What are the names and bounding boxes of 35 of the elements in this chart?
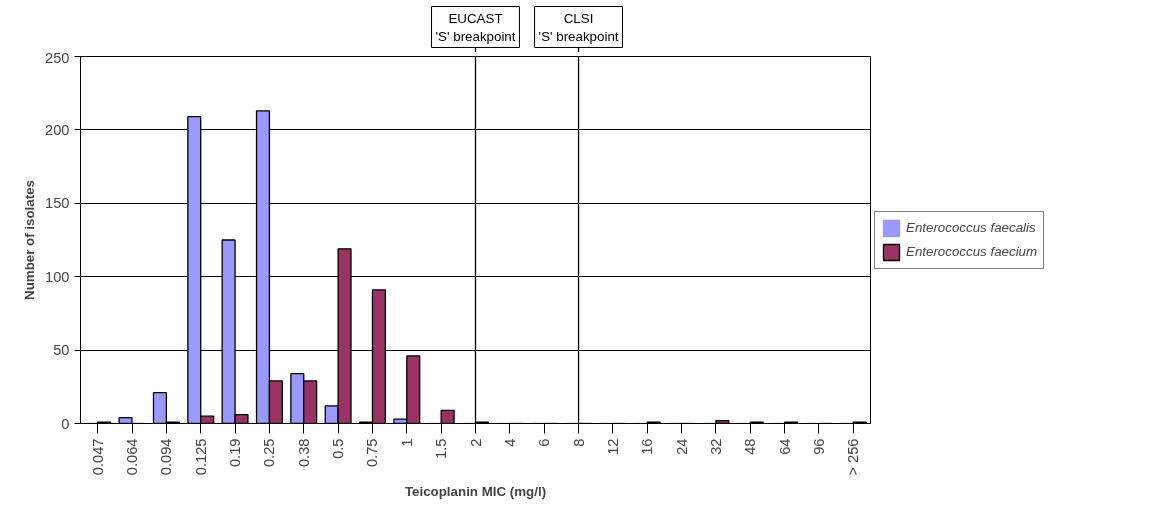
x-tick-label: 8 — [570, 438, 587, 447]
x-tick-label: 1 — [398, 438, 415, 447]
y-tick-label: 250 — [45, 49, 70, 66]
x-tick-label: 0.125 — [192, 438, 209, 476]
ref-line-label: EUCAST 'S' breakpoint — [435, 10, 516, 44]
ref-line-label: CLSI 'S' breakpoint — [538, 10, 619, 44]
x-tick-label: 0.5 — [330, 438, 347, 459]
x-tick-label: 0.064 — [124, 438, 141, 476]
y-tick-label: 100 — [45, 268, 70, 285]
x-tick-label: 32 — [707, 438, 724, 455]
x-tick-label: 64 — [776, 438, 793, 455]
y-tick-label: 200 — [45, 121, 70, 138]
x-tick-label: 2 — [467, 438, 484, 447]
x-tick-label: > 256 — [845, 438, 862, 476]
x-tick-label: 6 — [536, 438, 553, 447]
x-tick-label: 0.75 — [364, 438, 381, 468]
x-tick-label: 1.5 — [433, 438, 450, 459]
x-tick-label: 24 — [673, 438, 690, 455]
y-tick-label: 150 — [45, 195, 70, 212]
x-tick-label: 4 — [501, 438, 518, 447]
y-tick-label: 50 — [53, 342, 70, 359]
x-tick-label: 0.38 — [295, 438, 312, 468]
legend-label: Enterococcus faecalis — [906, 220, 1036, 235]
x-tick-label: 48 — [742, 438, 759, 455]
x-tick-label: 0.19 — [227, 438, 244, 468]
legend-label: Enterococcus faecium — [906, 244, 1038, 259]
x-tick-label: 12 — [604, 438, 621, 455]
x-tick-label: 96 — [810, 438, 827, 455]
x-tick-label: 0.094 — [158, 438, 175, 476]
x-tick-label: 0.25 — [261, 438, 278, 468]
x-tick-label: 0.047 — [89, 438, 106, 476]
y-axis-title: Number of isolates — [22, 180, 38, 300]
y-tick-label: 0 — [61, 415, 70, 432]
x-tick-label: 16 — [639, 438, 656, 455]
x-axis-title: Teicoplanin MIC (mg/l) — [404, 483, 547, 499]
